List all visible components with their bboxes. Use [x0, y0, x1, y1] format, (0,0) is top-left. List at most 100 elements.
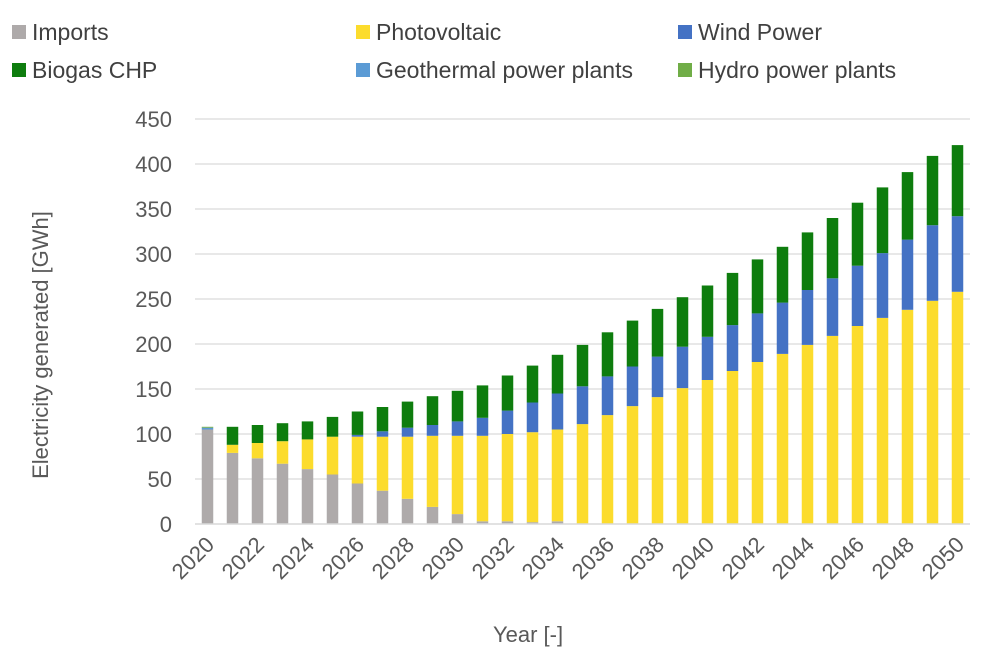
bar-segment-photovoltaic [451, 435, 464, 515]
bar-segment-photovoltaic [426, 435, 439, 507]
y-tick-label: 0 [160, 512, 172, 537]
bar-segment-biogas-chp [551, 354, 564, 394]
bar-segment-imports [376, 490, 389, 524]
bar-segment-biogas-chp [926, 155, 939, 226]
bar-segment-wind-power [876, 253, 889, 318]
bar-segment-biogas-chp [451, 390, 464, 422]
legend-label-photovoltaic: Photovoltaic [376, 19, 501, 45]
bar-segment-photovoltaic [301, 439, 314, 470]
bar-segment-geothermal-power-plants [201, 427, 214, 430]
bar-segment-photovoltaic [626, 406, 639, 524]
bar-segment-wind-power [476, 417, 489, 436]
legend-label-biogas-chp: Biogas CHP [32, 57, 157, 83]
bar-segment-biogas-chp [576, 344, 589, 387]
bar-segment-biogas-chp [651, 308, 664, 357]
bar-segment-hydro-power-plants [201, 426, 214, 428]
bar-segment-biogas-chp [751, 259, 764, 314]
y-axis-ticks: 0 50 100 150 200 250 300 350 400 450 [135, 107, 172, 537]
bar-segment-biogas-chp [851, 202, 864, 266]
bar-segment-wind-power [576, 386, 589, 425]
bar-segment-imports [351, 483, 364, 524]
bar-segment-wind-power [426, 425, 439, 436]
bar-segment-photovoltaic [826, 335, 839, 524]
bar-segment-photovoltaic [376, 436, 389, 491]
bar-segment-biogas-chp [676, 297, 689, 347]
x-axis-ticks: 2020202220242026202820302032203420362038… [167, 532, 969, 584]
bar-segment-photovoltaic [576, 424, 589, 524]
legend-swatch-wind-power [678, 25, 692, 39]
bar-segment-wind-power [901, 239, 914, 310]
bar-segment-wind-power [626, 366, 639, 407]
bar-segment-biogas-chp [726, 272, 739, 326]
bar-segment-wind-power [776, 302, 789, 354]
bar-segment-imports [276, 463, 289, 524]
bar-segment-wind-power [726, 325, 739, 371]
bar-segment-wind-power [951, 216, 964, 292]
y-tick-label: 400 [135, 152, 172, 177]
bar-segment-photovoltaic [701, 380, 714, 524]
bar-segment-wind-power [526, 402, 539, 433]
legend-label-geothermal-power-plants: Geothermal power plants [376, 57, 633, 83]
y-tick-label: 300 [135, 242, 172, 267]
bar-segment-photovoltaic [901, 309, 914, 524]
bar-segment-imports [326, 474, 339, 524]
y-tick-label: 450 [135, 107, 172, 132]
bar-segment-imports [251, 458, 264, 524]
bar-segment-biogas-chp [501, 375, 514, 411]
bar-segment-photovoltaic [501, 434, 514, 522]
legend-label-imports: Imports [32, 19, 109, 45]
bar-segment-wind-power [801, 290, 814, 345]
bar-segment-biogas-chp [951, 145, 964, 217]
x-tick-label: 2038 [617, 532, 669, 584]
bar-segment-photovoltaic [601, 415, 614, 524]
bar-segment-photovoltaic [726, 371, 739, 524]
x-tick-label: 2022 [217, 532, 269, 584]
bar-segment-biogas-chp [826, 218, 839, 279]
y-axis-title: Electricity generated [GWh] [28, 211, 53, 479]
bar-segment-imports [401, 498, 414, 524]
x-tick-label: 2048 [867, 532, 919, 584]
bars [201, 145, 964, 524]
bar-segment-biogas-chp [326, 416, 339, 437]
bar-segment-wind-power [651, 356, 664, 398]
bar-segment-photovoltaic [776, 353, 789, 524]
x-tick-label: 2034 [517, 532, 569, 584]
x-tick-label: 2044 [767, 532, 819, 584]
bar-segment-wind-power [351, 434, 364, 437]
bar-segment-biogas-chp [626, 320, 639, 367]
y-tick-label: 200 [135, 332, 172, 357]
bar-segment-photovoltaic [251, 443, 264, 459]
bar-segment-imports [226, 452, 239, 524]
bar-segment-wind-power [451, 421, 464, 436]
bar-segment-photovoltaic [926, 300, 939, 524]
bar-segment-imports [201, 429, 214, 524]
x-tick-label: 2028 [367, 532, 419, 584]
y-tick-label: 350 [135, 197, 172, 222]
bar-segment-photovoltaic [276, 441, 289, 464]
bar-segment-imports [451, 514, 464, 524]
legend: Imports Photovoltaic Wind Power Biogas CHP G… [12, 19, 896, 83]
bar-segment-biogas-chp [251, 425, 264, 443]
x-tick-label: 2024 [267, 532, 319, 584]
bar-segment-biogas-chp [351, 411, 364, 435]
bar-segment-photovoltaic [951, 291, 964, 524]
x-tick-label: 2036 [567, 532, 619, 584]
bar-segment-biogas-chp [226, 426, 239, 445]
bar-segment-imports [551, 521, 564, 524]
legend-swatch-imports [12, 25, 26, 39]
x-tick-label: 2032 [467, 532, 519, 584]
gridlines [195, 118, 970, 480]
bar-segment-photovoltaic [551, 429, 564, 522]
bar-segment-biogas-chp [776, 246, 789, 303]
bar-segment-wind-power [601, 376, 614, 416]
bar-segment-imports [501, 521, 514, 524]
bar-segment-wind-power [401, 427, 414, 437]
bar-segment-photovoltaic [851, 326, 864, 524]
bar-segment-wind-power [701, 336, 714, 380]
bar-segment-wind-power [851, 265, 864, 326]
legend-swatch-hydro-power-plants [678, 63, 692, 77]
bar-segment-imports [426, 506, 439, 524]
bar-segment-imports [476, 521, 489, 524]
